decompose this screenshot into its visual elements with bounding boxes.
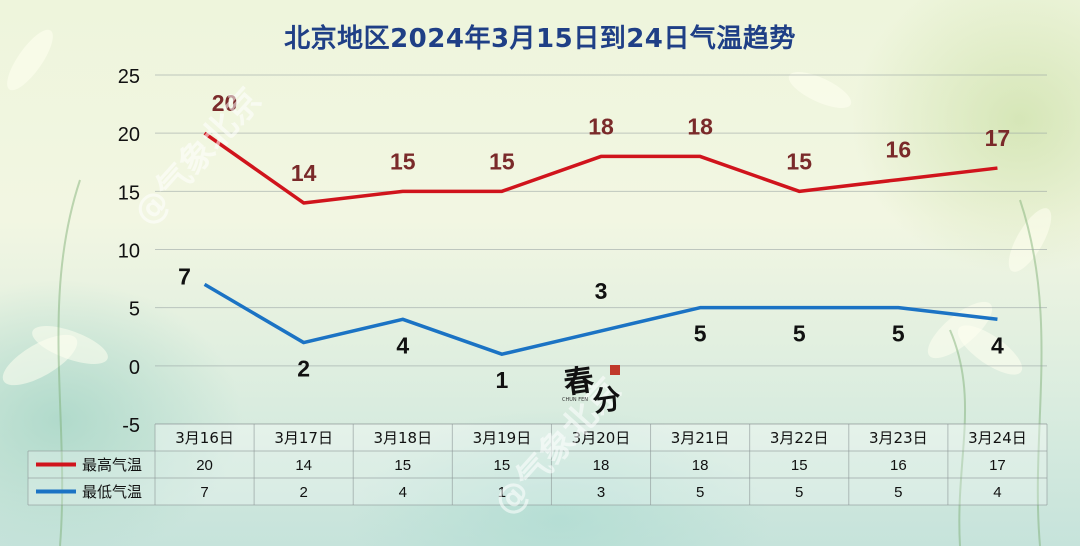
data-label: 5 [694,321,707,347]
series-line [203,131,998,205]
data-label: 4 [396,332,409,358]
x-category-label: 3月21日 [671,429,730,447]
table-value: 1 [498,484,506,501]
table-value: 7 [200,484,208,501]
data-label: 16 [886,137,912,163]
table-value: 2 [299,484,307,501]
stamp-main-text-2: 分 [591,382,623,417]
table-value: 4 [993,484,1001,501]
data-label: 3 [595,278,608,304]
x-category-label: 3月22日 [770,429,829,447]
data-label: 18 [588,113,614,139]
data-label: 2 [297,356,310,382]
table-value: 17 [989,457,1006,474]
data-label: 17 [985,125,1011,151]
table-value: 20 [196,457,213,474]
y-tick-label: 0 [129,357,140,379]
stamp-sub-text: CHUN FEN [562,397,588,403]
data-label: 14 [291,160,317,186]
legend-label: 最低气温 [82,483,142,501]
data-label: 15 [786,148,812,174]
table-value: 5 [795,484,803,501]
stamp-main-text: 春 [562,362,597,401]
data-label: 5 [892,321,905,347]
data-label: 5 [793,321,806,347]
table-value: 15 [394,457,411,474]
data-label: 20 [212,90,238,116]
table-value: 14 [295,457,312,474]
series-line [203,282,998,356]
y-tick-label: 15 [118,182,140,204]
x-category-label: 3月20日 [572,429,631,447]
data-label: 15 [489,148,515,174]
data-table: 3月16日 3月17日 3月18日 3月19日 3月20日 3月21日 3月22日 3月23日… [27,423,1048,506]
table-value: 18 [692,457,709,474]
table-value: 16 [890,457,907,474]
table-value: 15 [494,457,511,474]
data-label: 15 [390,148,416,174]
x-category-label: 3月16日 [175,429,234,447]
x-category-label: 3月24日 [968,429,1027,447]
y-tick-label: 20 [118,124,140,146]
data-label: 7 [178,263,191,289]
table-value: 18 [593,457,610,474]
y-tick-label: 5 [129,299,140,321]
table-header-bg [155,424,1047,451]
chart-title: 北京地区2024年3月15日到24日气温趋势 [284,24,796,54]
data-label: 18 [687,113,713,139]
x-category-label: 3月18日 [373,429,432,447]
table-value: 3 [597,484,605,501]
data-label: 1 [495,367,508,393]
y-tick-label: 10 [118,241,140,263]
x-category-label: 3月19日 [473,429,532,447]
data-label: 4 [991,332,1004,358]
chunfen-stamp: 春 分 CHUN FEN [562,362,623,417]
x-category-label: 3月17日 [274,429,333,447]
y-tick-label: 25 [118,66,140,88]
table-value: 5 [696,484,704,501]
legend-label: 最高气温 [82,456,142,474]
table-value: 15 [791,457,808,474]
x-category-label: 3月23日 [869,429,928,447]
table-value: 5 [894,484,902,501]
y-tick-label: -5 [122,415,140,437]
table-value: 4 [399,484,407,501]
